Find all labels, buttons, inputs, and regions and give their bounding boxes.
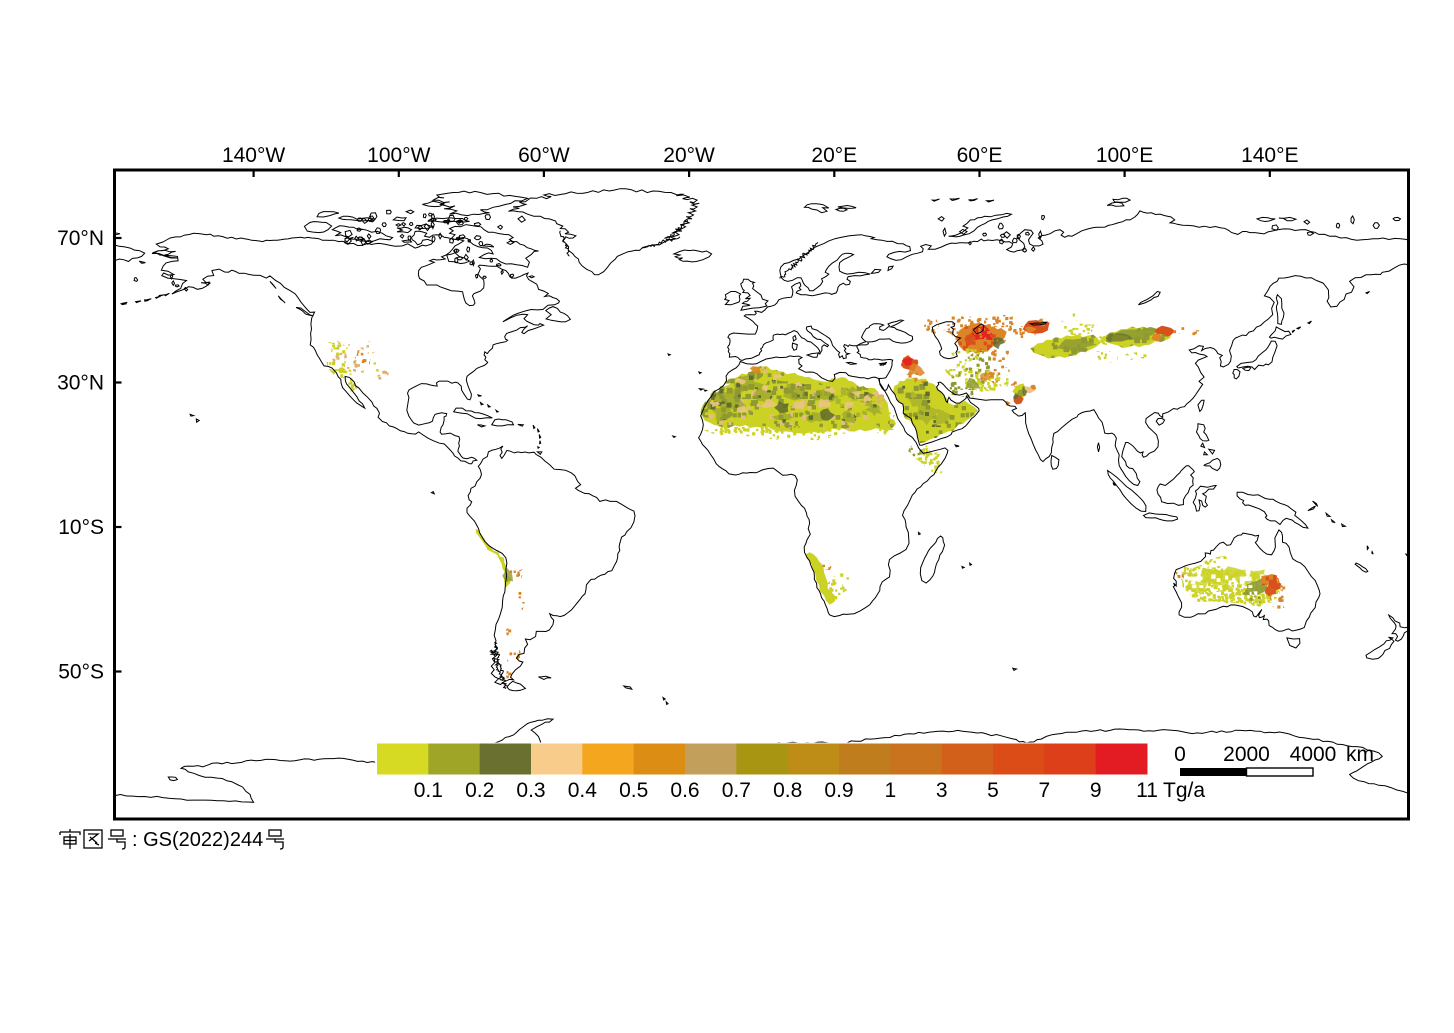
svg-text:0.5: 0.5 — [619, 779, 648, 802]
svg-text:4000: 4000 — [1290, 743, 1337, 766]
svg-text:140°W: 140°W — [222, 144, 285, 167]
svg-text:5: 5 — [987, 779, 999, 802]
svg-text:10°S: 10°S — [58, 516, 104, 539]
svg-text:0.1: 0.1 — [414, 779, 443, 802]
svg-text:30°N: 30°N — [57, 372, 104, 395]
svg-text:50°S: 50°S — [58, 661, 104, 684]
svg-text:60°W: 60°W — [518, 144, 570, 167]
svg-text:km: km — [1346, 743, 1374, 766]
svg-text:70°N: 70°N — [57, 227, 104, 250]
svg-text:3: 3 — [936, 779, 948, 802]
svg-text:2000: 2000 — [1223, 743, 1270, 766]
svg-text:Tg/a: Tg/a — [1163, 779, 1205, 802]
svg-text:20°E: 20°E — [811, 144, 857, 167]
svg-text:0.4: 0.4 — [568, 779, 598, 802]
svg-text:7: 7 — [1038, 779, 1050, 802]
svg-text:100°E: 100°E — [1096, 144, 1153, 167]
svg-text:: GS(2022)244: : GS(2022)244 — [132, 829, 263, 851]
svg-text:11: 11 — [1136, 779, 1158, 802]
svg-text:60°E: 60°E — [957, 144, 1003, 167]
svg-text:140°E: 140°E — [1241, 144, 1298, 167]
svg-text:0.6: 0.6 — [670, 779, 699, 802]
svg-text:0.7: 0.7 — [722, 779, 751, 802]
svg-text:0.3: 0.3 — [516, 779, 545, 802]
svg-text:9: 9 — [1090, 779, 1102, 802]
svg-text:1: 1 — [884, 779, 896, 802]
svg-text:0.2: 0.2 — [465, 779, 494, 802]
svg-text:20°W: 20°W — [663, 144, 715, 167]
svg-text:0.8: 0.8 — [773, 779, 802, 802]
svg-text:100°W: 100°W — [367, 144, 430, 167]
svg-text:0.9: 0.9 — [824, 779, 853, 802]
svg-text:0: 0 — [1174, 743, 1186, 766]
